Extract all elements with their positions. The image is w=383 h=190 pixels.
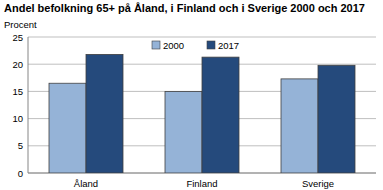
legend-swatch xyxy=(152,41,160,49)
bars xyxy=(49,54,355,173)
bar xyxy=(281,79,318,173)
grid-line xyxy=(28,37,376,38)
y-axis-label: Procent xyxy=(4,19,37,30)
y-tick-label: 0 xyxy=(18,168,23,179)
bar xyxy=(86,54,123,173)
y-tick-label: 20 xyxy=(12,59,23,70)
x-tick-label: Finland xyxy=(186,178,217,189)
legend-label: 2000 xyxy=(163,40,184,51)
title: Andel befolkning 65+ på Åland, i Finland… xyxy=(4,2,365,14)
legend-label: 2017 xyxy=(218,40,239,51)
y-tick-label: 15 xyxy=(12,86,23,97)
y-tick-label: 10 xyxy=(12,113,23,124)
bar xyxy=(318,65,355,173)
bar xyxy=(49,83,86,173)
chart: Andel befolkning 65+ på Åland, i Finland… xyxy=(0,0,383,190)
y-tick-label: 5 xyxy=(18,140,23,151)
bar xyxy=(165,91,202,173)
legend-swatch xyxy=(207,41,215,49)
x-tick-label: Sverige xyxy=(302,178,334,189)
y-tick-label: 25 xyxy=(12,32,23,43)
bar xyxy=(202,57,239,173)
y-axis xyxy=(28,37,29,173)
x-tick-label: Åland xyxy=(74,178,98,189)
